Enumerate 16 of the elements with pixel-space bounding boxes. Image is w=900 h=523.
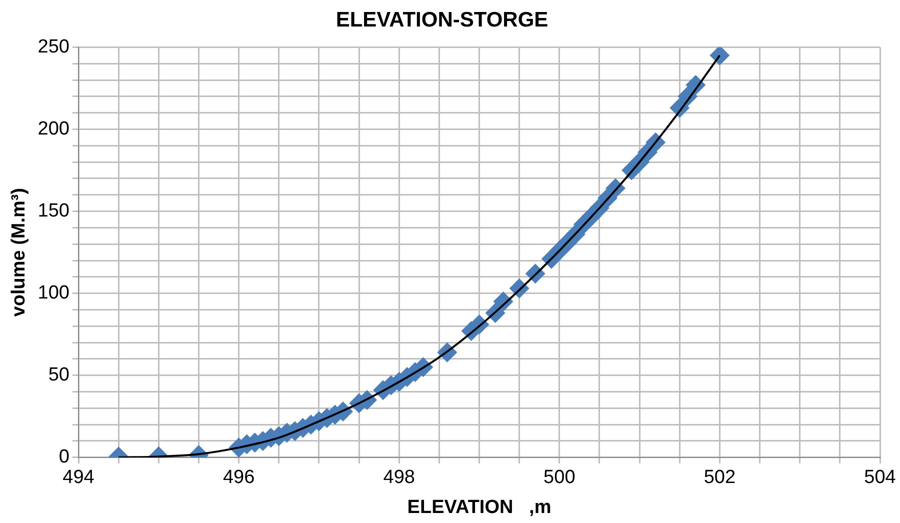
chart-title: ELEVATION-STORGE xyxy=(336,8,548,32)
y-axis-title: volume (M.m³) xyxy=(8,188,30,317)
y-tick-label: 200 xyxy=(38,118,70,140)
point xyxy=(710,47,730,66)
y-tick-label: 100 xyxy=(38,282,70,304)
x-tick-label: 498 xyxy=(383,467,415,488)
x-tick-label: 500 xyxy=(544,467,576,488)
x-tick-label: 496 xyxy=(222,467,255,488)
y-tick-label: 50 xyxy=(48,364,70,386)
x-axis-title: ELEVATION ,m xyxy=(407,496,552,518)
x-tick-label: 504 xyxy=(864,467,896,488)
x-tick-label: 502 xyxy=(704,467,736,488)
y-tick-label: 250 xyxy=(38,36,70,58)
y-tick-label: 0 xyxy=(58,446,70,468)
y-tick-label: 150 xyxy=(38,200,70,222)
x-tick-label: 494 xyxy=(62,467,95,488)
